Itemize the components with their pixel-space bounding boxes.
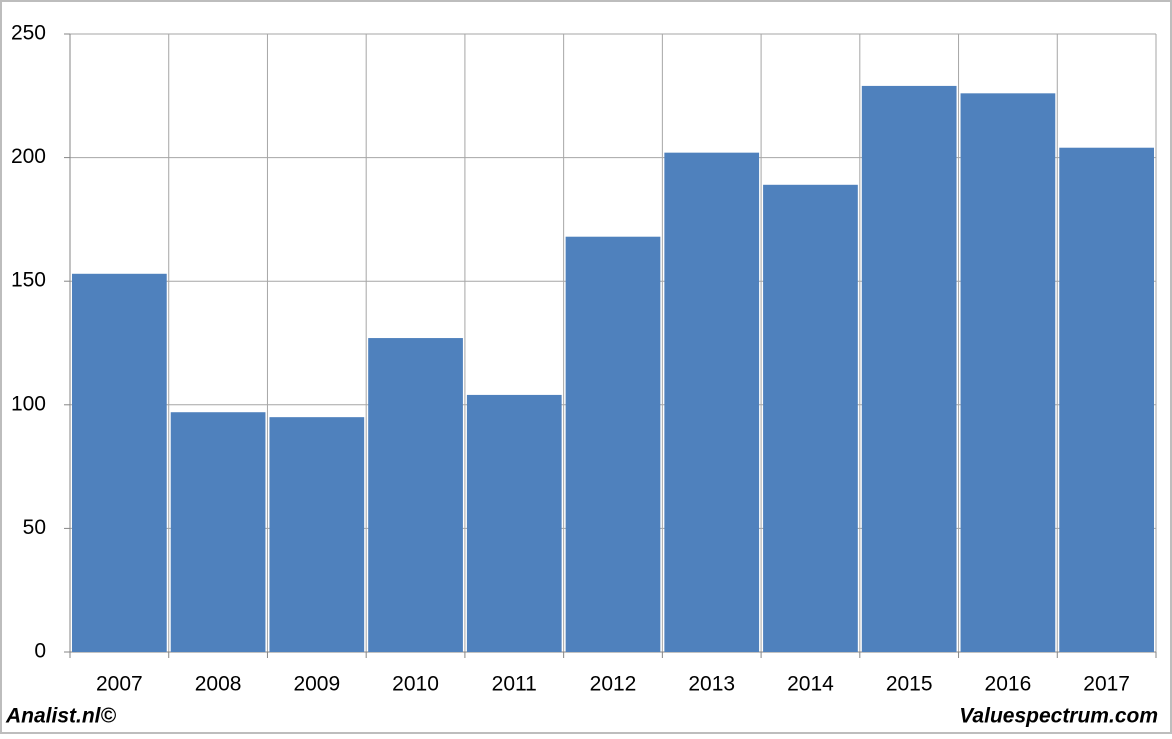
x-tick-label: 2014 bbox=[787, 673, 834, 696]
bar bbox=[1059, 147, 1154, 652]
x-tick-label: 2008 bbox=[195, 673, 242, 696]
bar bbox=[269, 417, 365, 652]
y-tick-label: 200 bbox=[11, 145, 46, 168]
y-tick-label: 50 bbox=[23, 516, 46, 539]
y-tick-label: 0 bbox=[34, 640, 46, 663]
x-tick-label: 2017 bbox=[1083, 673, 1130, 696]
y-tick-label: 100 bbox=[11, 392, 46, 415]
bar bbox=[72, 273, 167, 652]
x-tick-label: 2013 bbox=[688, 673, 735, 696]
bar bbox=[170, 412, 266, 652]
x-tick-label: 2011 bbox=[492, 673, 537, 696]
x-tick-label: 2007 bbox=[96, 673, 143, 696]
bar bbox=[763, 184, 858, 653]
bar bbox=[960, 93, 1056, 652]
x-tick-label: 2012 bbox=[590, 673, 637, 696]
footer-left: Analist.nl© bbox=[5, 705, 117, 728]
bar bbox=[565, 236, 661, 653]
y-tick-label: 150 bbox=[11, 269, 46, 292]
y-tick-label: 250 bbox=[11, 22, 46, 45]
footer-right: Valuespectrum.com bbox=[959, 705, 1158, 728]
bar bbox=[861, 85, 957, 653]
x-tick-label: 2010 bbox=[392, 673, 439, 696]
x-tick-label: 2016 bbox=[985, 673, 1032, 696]
bar bbox=[664, 152, 760, 652]
x-tick-label: 2015 bbox=[886, 673, 933, 696]
bar bbox=[466, 394, 562, 652]
bar bbox=[368, 338, 463, 652]
x-tick-label: 2009 bbox=[293, 673, 340, 696]
